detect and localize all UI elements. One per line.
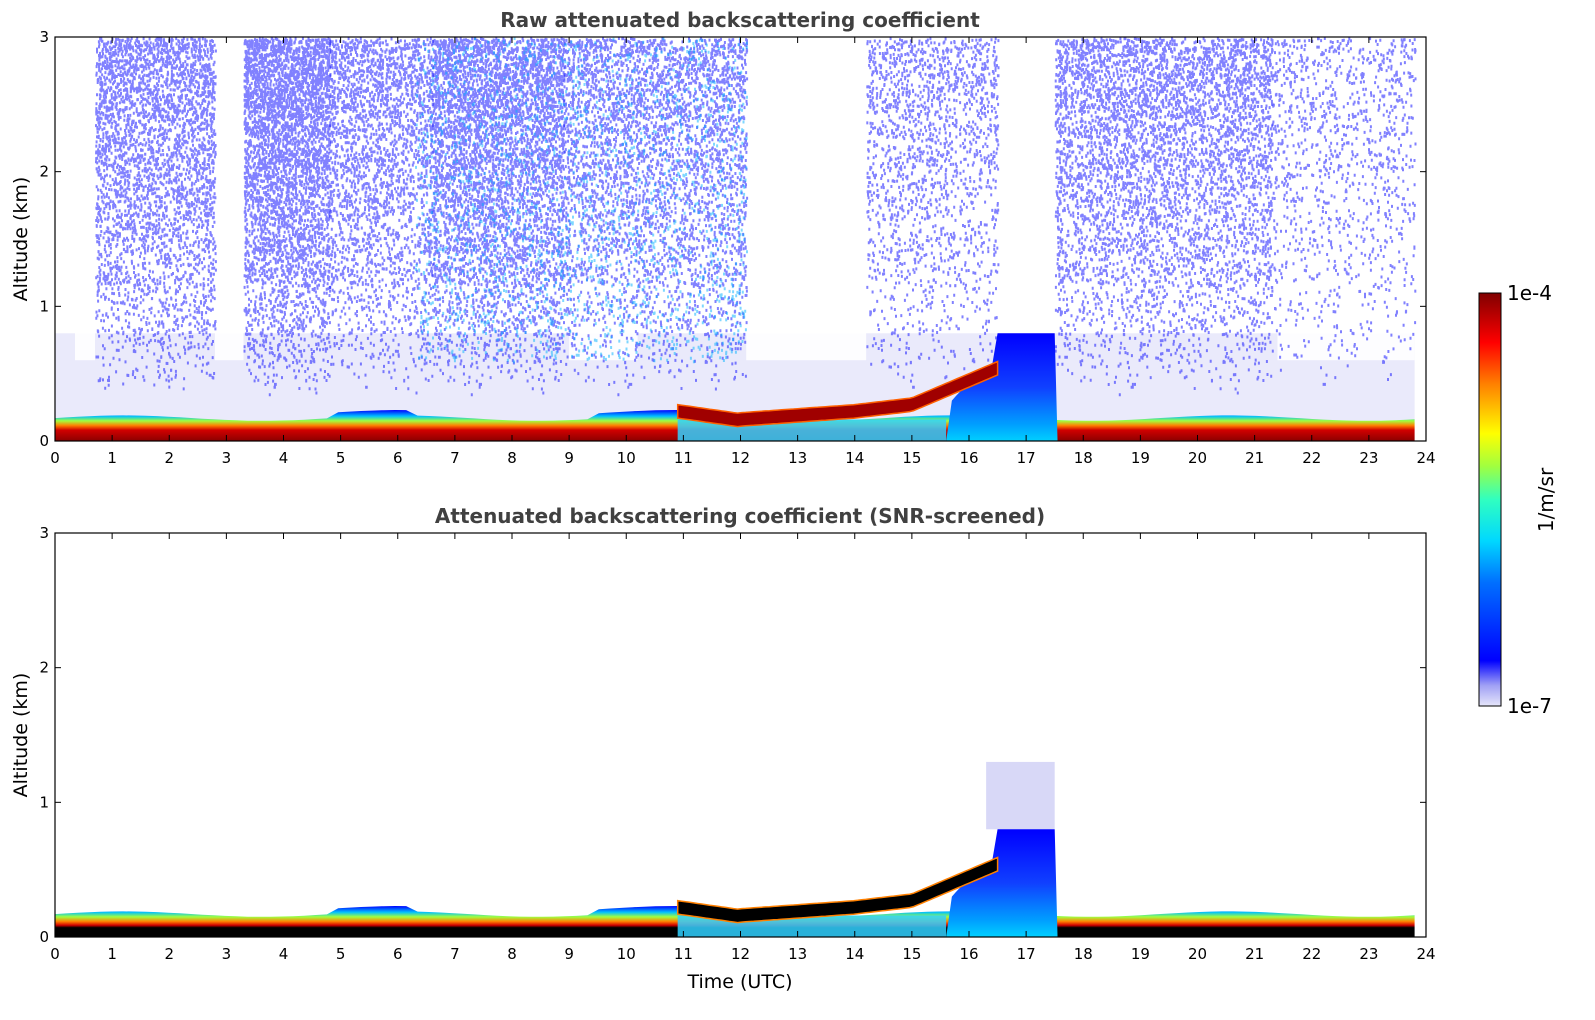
x-tick-label: 5 xyxy=(336,945,346,963)
noise-speckle xyxy=(563,37,749,397)
x-tick-label: 13 xyxy=(788,945,807,963)
x-tick-label: 22 xyxy=(1302,449,1321,467)
fog-haze xyxy=(986,761,1055,830)
rising-layer xyxy=(676,360,999,441)
colorbar-unit-label: 1/m/sr xyxy=(1534,467,1558,532)
noise-speckle xyxy=(866,37,1000,395)
y-tick-label: 0 xyxy=(39,928,49,946)
noise-layer xyxy=(55,37,1417,441)
y-tick-label: 0 xyxy=(39,432,49,450)
x-axis: 0 1 2 3 4 5 6 7 8 9 10 11 12 13 14 15 16 17 18 19 20 21 22 23 24 xyxy=(50,37,1436,467)
x-tick-label: 23 xyxy=(1359,449,1378,467)
x-tick-label: 16 xyxy=(959,945,978,963)
x-tick-label: 2 xyxy=(164,945,174,963)
y-tick-label: 3 xyxy=(39,524,49,542)
noise-speckle xyxy=(1271,37,1417,386)
fog-layer xyxy=(946,761,1058,937)
x-tick-label: 24 xyxy=(1416,945,1435,963)
y-tick-label: 1 xyxy=(39,297,49,315)
y-tick-label: 1 xyxy=(39,793,49,811)
x-tick-label: 18 xyxy=(1074,449,1093,467)
x-tick-label: 3 xyxy=(222,449,232,467)
x-tick-label: 16 xyxy=(959,449,978,467)
x-tick-label: 15 xyxy=(902,449,921,467)
panel-title: Attenuated backscattering coefficient (S… xyxy=(435,504,1045,528)
x-tick-label: 3 xyxy=(222,945,232,963)
x-tick-label: 1 xyxy=(107,449,117,467)
fog-body xyxy=(946,333,1058,441)
x-tick-label: 22 xyxy=(1302,945,1321,963)
x-tick-label: 7 xyxy=(450,449,460,467)
x-tick-label: 8 xyxy=(507,945,517,963)
fog-body xyxy=(946,829,1058,937)
panel-title: Raw attenuated backscattering coefficien… xyxy=(500,8,980,32)
x-tick-label: 19 xyxy=(1131,449,1150,467)
fog-layer xyxy=(946,333,1058,441)
y-axis-label: Altitude (km) xyxy=(10,673,32,798)
colorbar-max-label: 1e-4 xyxy=(1507,281,1552,305)
x-tick-label: 12 xyxy=(731,945,750,963)
x-tick-label: 17 xyxy=(1017,449,1036,467)
x-tick-label: 11 xyxy=(674,945,693,963)
x-tick-label: 10 xyxy=(617,449,636,467)
x-tick-label: 1 xyxy=(107,945,117,963)
x-tick-label: 19 xyxy=(1131,945,1150,963)
x-tick-label: 14 xyxy=(845,945,864,963)
noise-speckle-cyan xyxy=(415,37,748,364)
colorbar: 1e-4 1e-7 1/m/sr xyxy=(1478,281,1558,718)
colorbar-gradient xyxy=(1478,292,1502,707)
x-tick-label: 20 xyxy=(1188,449,1207,467)
x-tick-label: 4 xyxy=(279,945,289,963)
x-tick-label: 8 xyxy=(507,449,517,467)
plot-area xyxy=(55,761,1415,937)
x-tick-label: 10 xyxy=(617,945,636,963)
panel-raw: Raw attenuated backscattering coefficien… xyxy=(10,8,1436,467)
y-axis-label: Altitude (km) xyxy=(10,177,32,302)
rising-ribbon xyxy=(676,360,999,428)
x-tick-label: 9 xyxy=(564,449,574,467)
clear-column xyxy=(214,37,244,361)
x-tick-label: 5 xyxy=(336,449,346,467)
x-tick-label: 20 xyxy=(1188,945,1207,963)
y-tick-label: 3 xyxy=(39,28,49,46)
x-tick-label: 0 xyxy=(50,449,60,467)
x-tick-label: 4 xyxy=(279,449,289,467)
x-tick-label: 21 xyxy=(1245,945,1264,963)
plot-frame xyxy=(54,532,1427,938)
x-tick-label: 23 xyxy=(1359,945,1378,963)
x-tick-label: 14 xyxy=(845,449,864,467)
x-tick-label: 6 xyxy=(393,945,403,963)
x-tick-label: 6 xyxy=(393,449,403,467)
clear-column xyxy=(74,37,95,361)
colorbar-min-label: 1e-7 xyxy=(1507,694,1552,718)
clear-column xyxy=(746,37,867,361)
y-tick-label: 2 xyxy=(39,163,49,181)
noise-speckle xyxy=(1054,37,1274,397)
x-tick-label: 21 xyxy=(1245,449,1264,467)
y-tick-label: 2 xyxy=(39,659,49,677)
x-tick-label: 17 xyxy=(1017,945,1036,963)
x-tick-label: 11 xyxy=(674,449,693,467)
rising-layer xyxy=(676,856,999,937)
x-tick-label: 12 xyxy=(731,449,750,467)
y-axis: 0 1 2 3 xyxy=(39,28,1426,450)
x-tick-label: 7 xyxy=(450,945,460,963)
y-axis: 0 1 2 3 xyxy=(39,524,1426,946)
x-tick-label: 13 xyxy=(788,449,807,467)
x-tick-label: 0 xyxy=(50,945,60,963)
noise-speckle xyxy=(95,37,217,391)
x-tick-label: 18 xyxy=(1074,945,1093,963)
noise-speckle xyxy=(243,37,332,397)
x-tick-label: 15 xyxy=(902,945,921,963)
panel-snr-screened: Attenuated backscattering coefficient (S… xyxy=(10,504,1436,993)
rising-ribbon xyxy=(676,856,999,924)
x-axis-label: Time (UTC) xyxy=(686,971,792,993)
x-tick-label: 24 xyxy=(1416,449,1435,467)
x-tick-label: 2 xyxy=(164,449,174,467)
noise-speckle xyxy=(329,37,434,395)
x-tick-label: 9 xyxy=(564,945,574,963)
x-axis: 0 1 2 3 4 5 6 7 8 9 10 11 12 13 14 15 16 17 18 19 20 21 22 23 24 xyxy=(50,533,1436,963)
plot-area xyxy=(55,37,1417,441)
